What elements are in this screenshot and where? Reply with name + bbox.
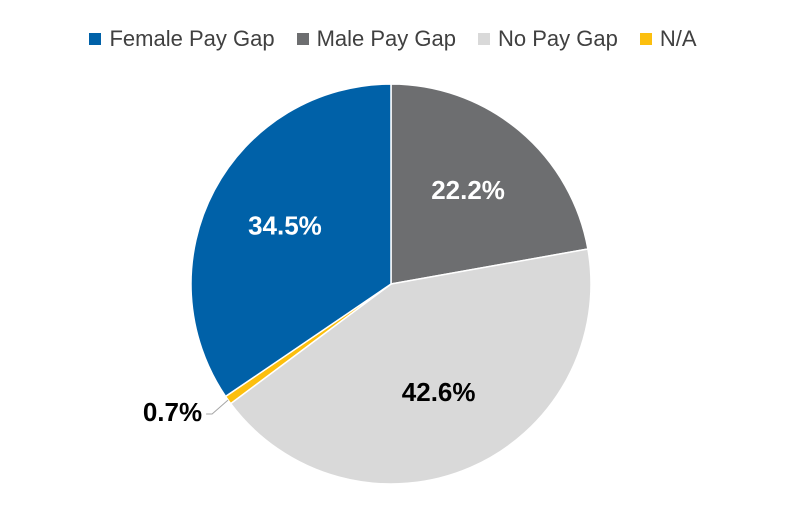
data-label-no-pay-gap: 42.6%: [402, 377, 476, 407]
data-label-n-a: 0.7%: [143, 397, 202, 427]
chart-legend: Female Pay Gap Male Pay Gap No Pay Gap N…: [0, 26, 786, 52]
pie-slice-male-pay-gap: [390, 83, 589, 285]
legend-item-male-pay-gap: Male Pay Gap: [296, 26, 456, 52]
legend-label-female-pay-gap: Female Pay Gap: [109, 26, 275, 51]
legend-swatch-no-pay-gap: [477, 33, 490, 45]
legend-swatch-female-pay-gap: [89, 33, 102, 45]
legend-label-no-pay-gap: No Pay Gap: [497, 26, 618, 51]
pie-slice-female-pay-gap: [190, 83, 392, 398]
legend-item-female-pay-gap: Female Pay Gap: [89, 26, 275, 52]
legend-label-male-pay-gap: Male Pay Gap: [316, 26, 456, 51]
legend-swatch-male-pay-gap: [296, 33, 309, 45]
legend-swatch-na: [639, 33, 652, 45]
data-label-female-pay-gap: 34.5%: [248, 211, 322, 241]
data-label-male-pay-gap: 22.2%: [431, 175, 505, 205]
legend-item-no-pay-gap: No Pay Gap: [477, 26, 618, 52]
legend-label-na: N/A: [659, 26, 697, 51]
pie-slice-no-pay-gap: [229, 248, 592, 485]
leader-line-n-a: [206, 399, 229, 415]
legend-item-na: N/A: [639, 26, 697, 52]
